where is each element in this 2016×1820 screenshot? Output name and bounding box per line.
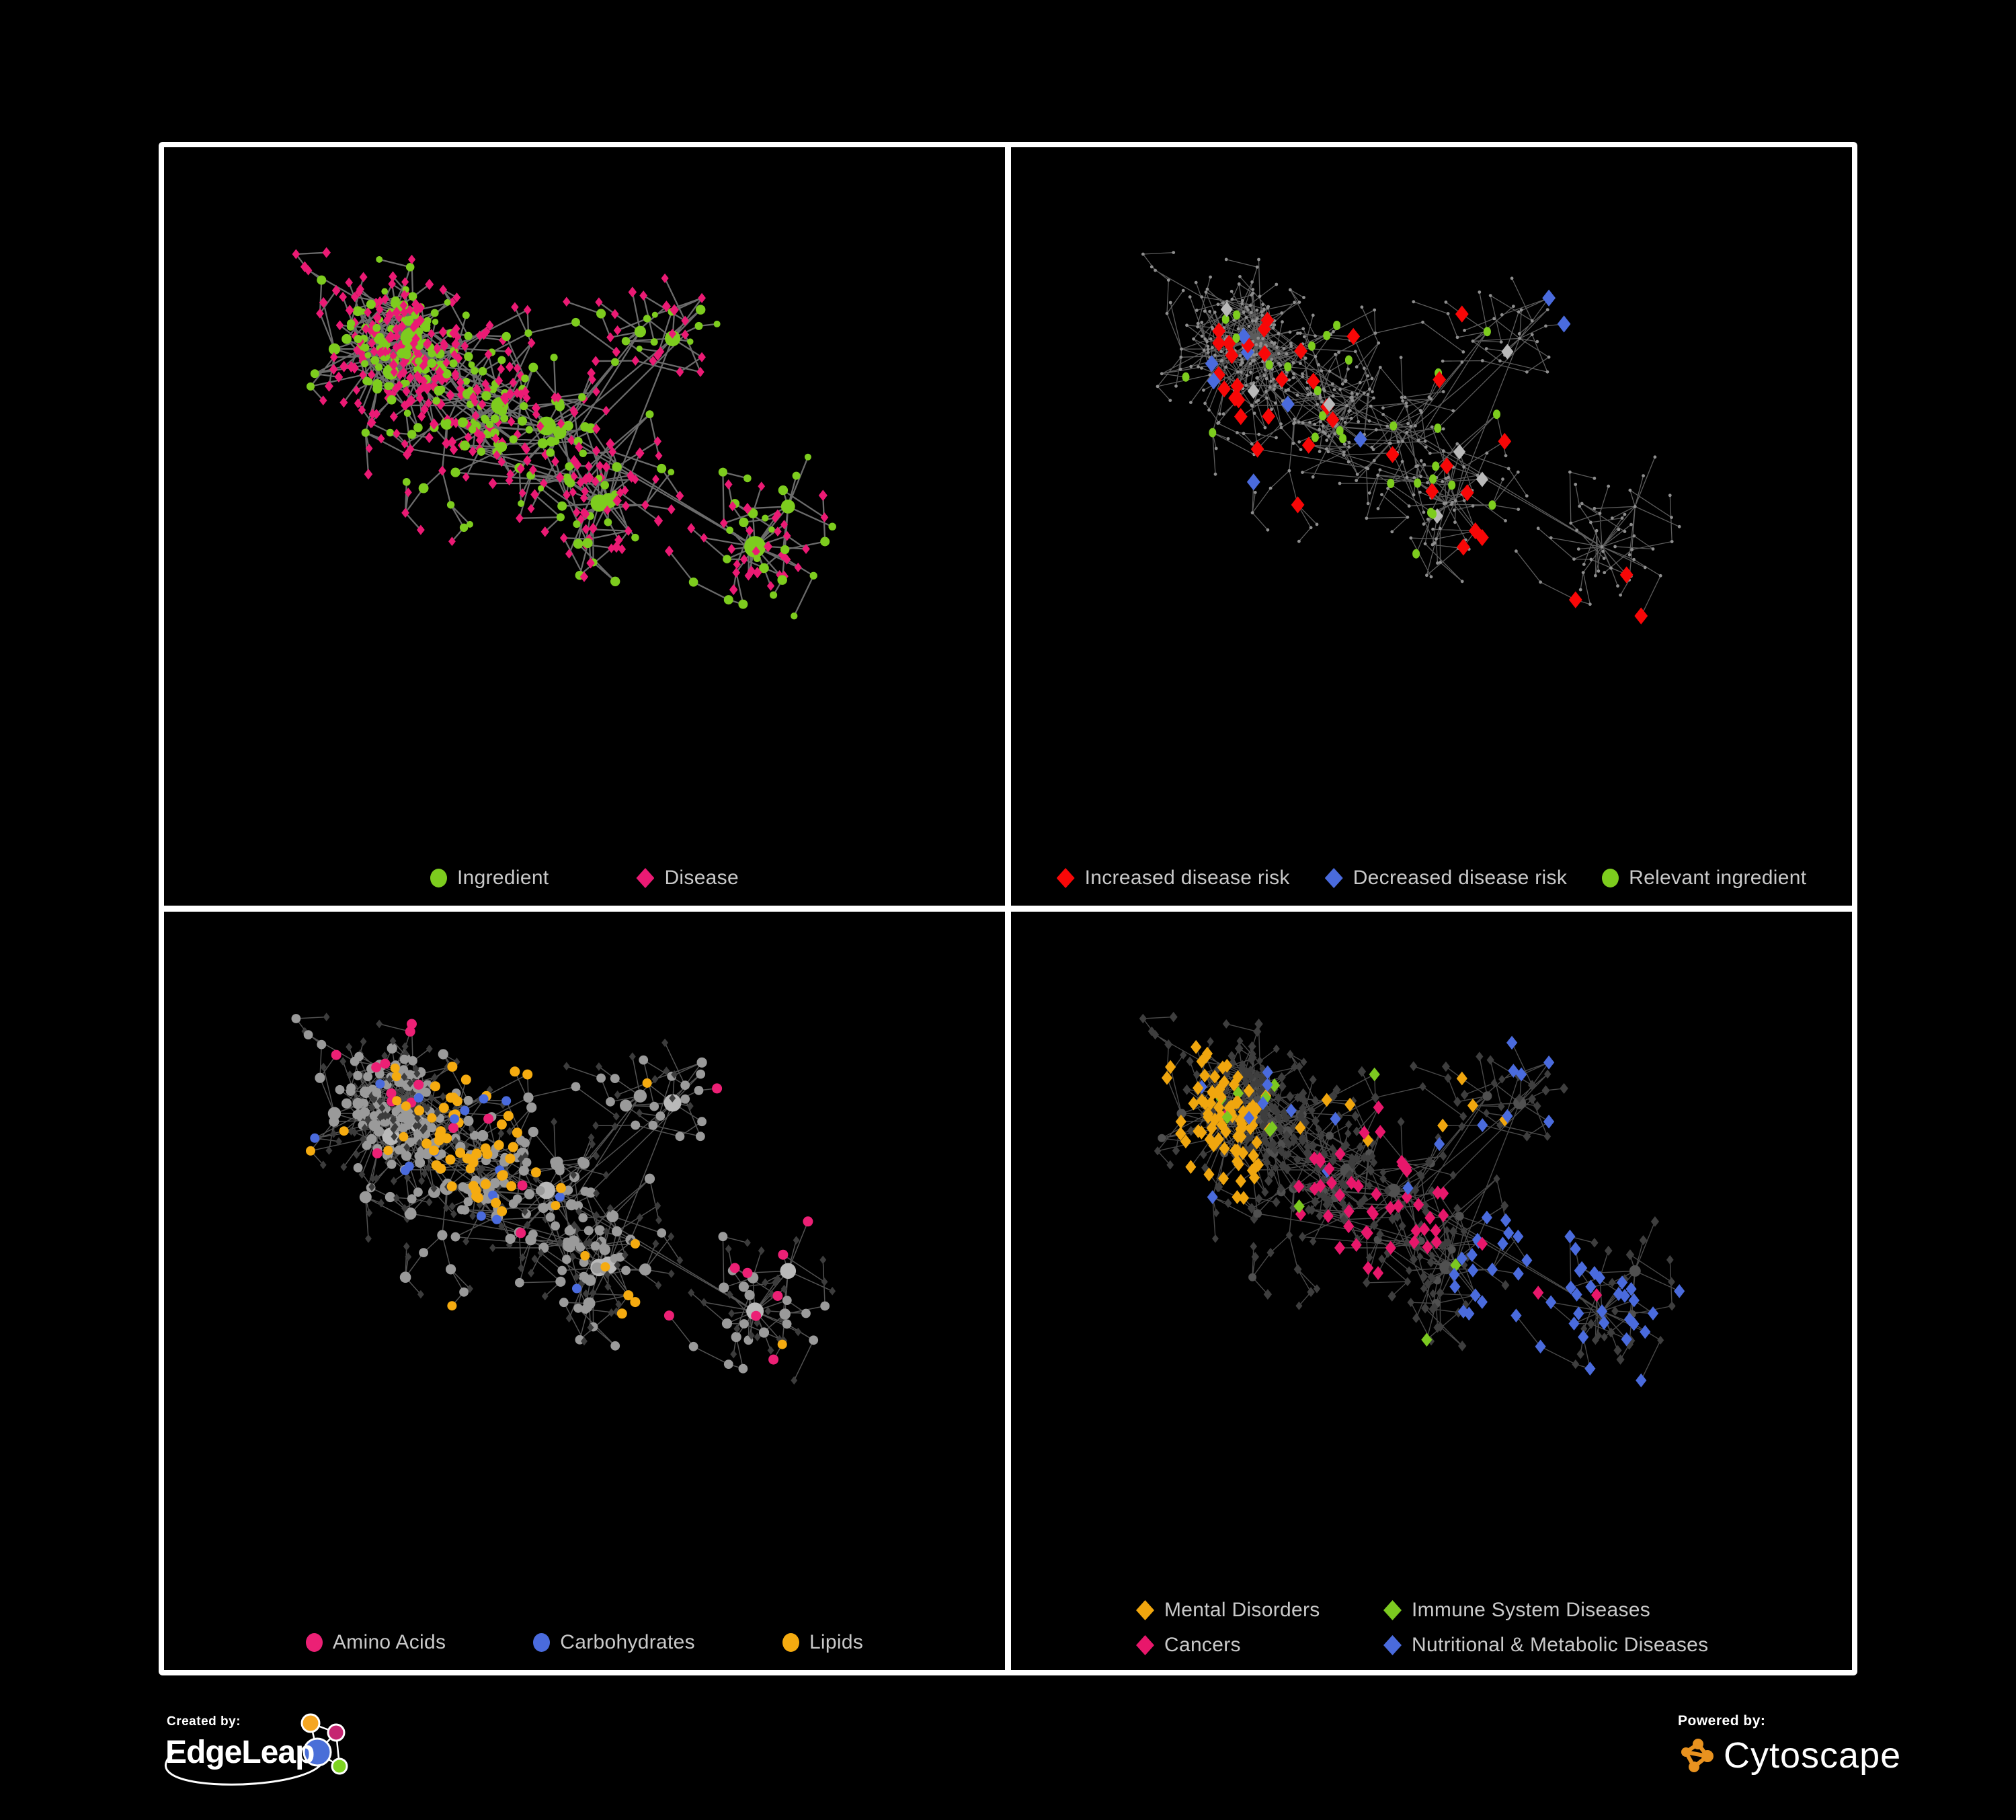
legend-label-mental-disorders: Mental Disorders	[1164, 1599, 1320, 1621]
legend-label-decreased-risk: Decreased disease risk	[1353, 867, 1568, 889]
legend-marker-diamond	[1136, 1600, 1154, 1620]
legend-marker-circle	[305, 1633, 323, 1652]
panel-nutrient-classes: Amino Acids Carbohydrates Lipids	[164, 912, 1005, 1670]
legend-item-disease: Disease	[636, 867, 739, 889]
legend-item-lipids: Lipids	[782, 1631, 863, 1654]
legend-item-immune-diseases: Immune System Diseases	[1383, 1599, 1852, 1622]
edgeleap-logo: Created by: EdgeLeap	[165, 1713, 348, 1786]
panel-disease-risk: Increased disease risk Decreased disease…	[1011, 147, 1852, 906]
legend-marker-circle	[430, 869, 448, 887]
legend-marker-circle	[533, 1633, 551, 1652]
legend-item-increased-risk: Increased disease risk	[1056, 867, 1290, 889]
legend-ingredient-disease: Ingredient Disease	[164, 867, 1005, 889]
legend-marker-circle	[1602, 869, 1619, 887]
panel-grid: Ingredient Disease Increased disease ris…	[159, 142, 1857, 1675]
legend-label-ingredient: Ingredient	[457, 867, 549, 889]
edgeleap-node-blue	[303, 1737, 332, 1767]
network-canvas-ingredient-disease	[292, 247, 836, 620]
panel-ingredient-disease: Ingredient Disease	[164, 147, 1005, 906]
edgeleap-wordmark: EdgeLeap	[165, 1735, 314, 1770]
legend-label-amino-acids: Amino Acids	[332, 1631, 446, 1653]
network-canvas-disease-risk	[1141, 251, 1681, 625]
legend-item-cancers: Cancers	[1136, 1634, 1383, 1657]
legend-marker-diamond	[636, 868, 655, 888]
legend-item-carbohydrates: Carbohydrates	[533, 1631, 695, 1654]
legend-label-carbohydrates: Carbohydrates	[560, 1631, 695, 1653]
legend-item-relevant-ingredient: Relevant ingredient	[1602, 867, 1806, 889]
legend-label-disease: Disease	[664, 867, 739, 889]
legend-disease-categories: Mental Disorders Immune System Diseases …	[1011, 1599, 1852, 1657]
cytoscape-icon	[1681, 1739, 1713, 1772]
edgeleap-node-magenta	[327, 1723, 346, 1742]
legend-item-ingredient: Ingredient	[430, 867, 549, 889]
legend-label-immune-diseases: Immune System Diseases	[1412, 1599, 1651, 1621]
edgeleap-credit: Created by: EdgeLeap	[160, 1710, 375, 1794]
legend-item-metabolic-diseases: Nutritional & Metabolic Diseases	[1383, 1634, 1852, 1657]
cytoscape-credit: Powered by: Cytoscape	[1678, 1713, 1901, 1776]
network-canvas-nutrient-classes	[291, 1013, 836, 1385]
legend-item-decreased-risk: Decreased disease risk	[1324, 867, 1568, 889]
edgeleap-node-green	[331, 1757, 348, 1775]
legend-label-increased-risk: Increased disease risk	[1084, 867, 1290, 889]
network-canvas-disease-categories	[1139, 1011, 1685, 1388]
edgeleap-node-orange	[300, 1713, 321, 1733]
edgeleap-swoosh	[165, 1751, 321, 1786]
legend-marker-diamond	[1324, 868, 1343, 888]
cytoscape-wordmark: Cytoscape	[1724, 1735, 1902, 1776]
legend-label-lipids: Lipids	[809, 1631, 864, 1653]
legend-item-mental-disorders: Mental Disorders	[1136, 1599, 1383, 1622]
legend-nutrient-classes: Amino Acids Carbohydrates Lipids	[164, 1631, 1005, 1654]
legend-disease-risk: Increased disease risk Decreased disease…	[1011, 867, 1852, 889]
created-by-label: Created by:	[167, 1714, 241, 1729]
panel-disease-categories: Mental Disorders Immune System Diseases …	[1011, 912, 1852, 1670]
legend-marker-diamond	[1136, 1635, 1154, 1655]
legend-marker-diamond	[1056, 868, 1075, 888]
legend-marker-circle	[782, 1633, 799, 1652]
legend-label-relevant-ingredient: Relevant ingredient	[1629, 867, 1807, 889]
legend-item-amino-acids: Amino Acids	[305, 1631, 446, 1654]
legend-label-cancers: Cancers	[1164, 1634, 1241, 1656]
legend-label-metabolic-diseases: Nutritional & Metabolic Diseases	[1412, 1634, 1709, 1656]
legend-marker-diamond	[1383, 1635, 1402, 1655]
powered-by-label: Powered by:	[1678, 1713, 1766, 1729]
legend-marker-diamond	[1383, 1600, 1402, 1620]
